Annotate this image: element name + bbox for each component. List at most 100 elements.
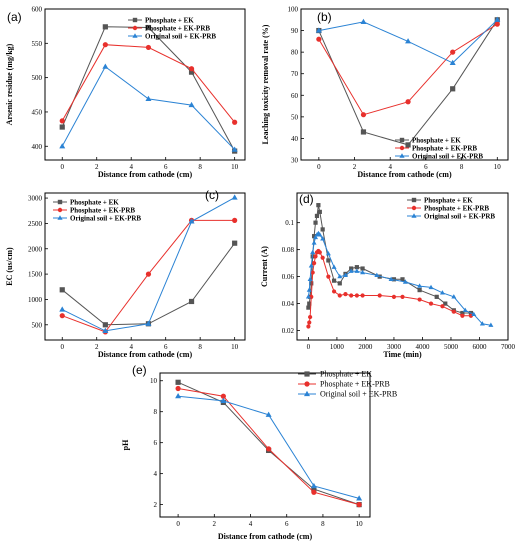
- data-point: [306, 324, 311, 329]
- data-point: [326, 274, 331, 279]
- legend-entry-label: Original soil + EK-PRB: [70, 215, 141, 223]
- data-point: [377, 293, 382, 298]
- y-tick-label: 0.1: [285, 219, 294, 227]
- x-tick-label: 10: [231, 343, 239, 351]
- data-point: [337, 293, 342, 298]
- plot-frame: [44, 8, 246, 161]
- data-point: [320, 236, 326, 241]
- data-point: [232, 240, 238, 246]
- panel-label: (e): [132, 363, 147, 377]
- data-point: [374, 272, 380, 277]
- x-axis-label: Distance from cathode (cm): [218, 532, 313, 541]
- legend-marker: [411, 197, 417, 203]
- data-point: [175, 379, 181, 385]
- legend-entry-label: Phosphate + EK-PRB: [412, 145, 477, 153]
- data-point: [316, 203, 321, 208]
- data-point: [59, 118, 65, 124]
- chart-panel-d: 0 1000 2000 3000 4000 5000 6000 7000 0.02 0.04 0.0…: [260, 192, 516, 359]
- legend-entry-label: Phosphate + EK: [70, 199, 119, 207]
- data-point: [175, 385, 181, 392]
- data-point: [479, 321, 485, 326]
- chart-panel-b: 0 2 4 6 8 10 30 40 50 60 70 80 90 100 Distance from ca…: [261, 6, 509, 179]
- data-point: [449, 59, 456, 66]
- data-point: [310, 270, 315, 275]
- y-tick-label: 600: [32, 6, 43, 14]
- x-tick-label: 10: [231, 163, 239, 171]
- data-point: [59, 306, 66, 312]
- data-point: [266, 446, 272, 452]
- legend-entry-label: Phosphate + EK-PRB: [145, 25, 210, 33]
- data-point: [342, 272, 348, 277]
- data-point: [59, 143, 66, 149]
- data-point: [320, 227, 325, 232]
- data-point: [311, 486, 317, 492]
- data-point: [428, 284, 434, 290]
- data-point: [317, 250, 322, 255]
- legend-marker: [132, 17, 138, 23]
- data-point: [400, 277, 405, 282]
- data-point: [400, 294, 405, 299]
- data-point: [451, 294, 457, 299]
- legend-marker: [132, 33, 138, 38]
- x-axis-label: Distance from cathode (cm): [357, 170, 452, 179]
- data-point: [468, 313, 474, 318]
- data-point: [59, 313, 65, 319]
- data-point: [494, 21, 500, 27]
- data-point: [360, 129, 367, 135]
- legend-entry-label: Phosphate + EK-PRB: [424, 205, 489, 213]
- x-tick-label: 0: [60, 343, 64, 351]
- x-tick-label: 1000: [330, 343, 345, 351]
- x-tick-label: 8: [321, 520, 325, 528]
- y-tick-label: 2000: [28, 245, 43, 253]
- y-tick-label: 500: [32, 321, 43, 329]
- data-point: [102, 322, 108, 328]
- data-point: [331, 278, 337, 283]
- x-tick-label: 3000: [387, 343, 402, 351]
- data-point: [306, 305, 311, 310]
- x-tick-label: 10: [494, 163, 502, 171]
- data-point: [188, 69, 195, 75]
- y-tick-label: 500: [32, 74, 43, 82]
- data-point: [360, 112, 367, 118]
- data-point: [443, 301, 448, 306]
- data-point: [320, 255, 325, 260]
- x-tick-label: 4: [249, 520, 253, 528]
- data-point: [102, 24, 108, 30]
- panel-label: (d): [299, 192, 314, 206]
- y-tick-label: 90: [291, 27, 299, 35]
- data-point: [417, 297, 422, 302]
- x-tick-label: 6: [164, 163, 168, 171]
- x-tick-label: 0: [60, 163, 64, 171]
- data-point: [231, 194, 238, 200]
- data-point: [354, 293, 359, 298]
- legend-entry-label: Phosphate + EK: [412, 137, 461, 145]
- data-point: [417, 283, 423, 288]
- x-tick-label: 2: [95, 163, 99, 171]
- data-point: [102, 42, 108, 48]
- data-point: [306, 287, 312, 292]
- data-point: [307, 320, 312, 325]
- data-point: [188, 298, 195, 305]
- y-tick-label: 80: [291, 49, 299, 57]
- series-line: [307, 250, 471, 327]
- data-point: [434, 294, 439, 299]
- data-point: [349, 293, 354, 298]
- data-point: [460, 310, 465, 316]
- x-tick-label: 8: [198, 343, 202, 351]
- chart-panel-e: 0 2 4 6 8 10 2 4 6 8 10 Distance from cathode (cm) p…: [121, 363, 397, 541]
- legend-entry-label: Phosphate + EK: [145, 17, 194, 25]
- y-tick-label: 6: [154, 439, 158, 447]
- data-point: [462, 307, 468, 313]
- data-point: [316, 36, 322, 42]
- y-tick-label: 3000: [28, 195, 43, 203]
- legend-entry-label: Phosphate + EK: [424, 197, 473, 205]
- x-tick-label: 4000: [415, 343, 430, 351]
- y-axis-label: Arsenic residue (mg/kg): [5, 43, 14, 125]
- x-tick-label: 2: [213, 520, 217, 528]
- data-point: [265, 411, 272, 417]
- x-tick-label: 6: [424, 163, 428, 171]
- y-tick-label: 8: [154, 408, 158, 416]
- y-tick-label: 0.06: [282, 273, 295, 281]
- series-line: [61, 242, 236, 326]
- data-point: [460, 313, 465, 318]
